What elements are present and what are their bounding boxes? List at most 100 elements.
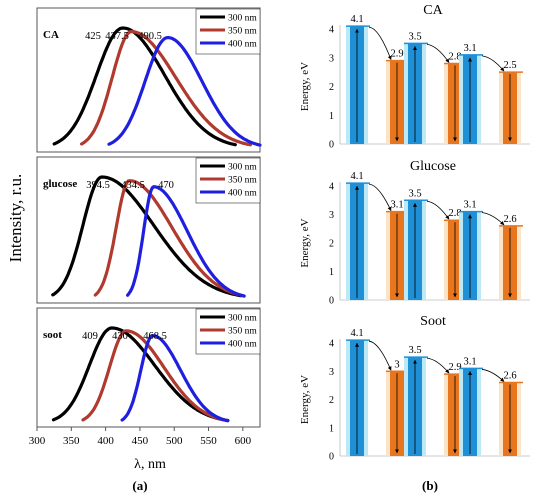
x-axis: 300 350 400 450 500 550 600 λ, nm [29,427,252,472]
relaxation-arrow [426,357,450,374]
relaxation-arrow [426,43,450,63]
series-line-300nm [52,26,237,147]
y-axis-title: Intensity, r.u. [6,174,25,263]
value-label: 2.8 [448,208,461,219]
panel-frame [36,7,261,153]
y-axis-title: Energy, eV [299,375,311,424]
y-tick-label: 2 [329,239,334,250]
series-line-400nm [120,333,230,423]
y-axis-title: Energy, eV [299,218,311,267]
y-tick-label: 4 [329,25,334,36]
legend-label: 300 nm [228,14,257,24]
value-label: 3.1 [463,200,476,211]
x-tick-label: 300 [29,435,46,447]
value-label: 2.5 [503,60,516,71]
x-tick-label: 450 [132,435,149,447]
series-line-350nm [93,179,246,298]
peak-label: 409 [82,331,98,342]
series-line-350nm [80,30,252,147]
legend-label: 350 nm [228,176,257,186]
sample-label: CA [43,29,59,41]
y-tick-label: 2 [329,82,334,93]
peak-label: 437.5 [105,31,129,42]
legend-label: 300 nm [228,314,257,324]
y-tick-label: 4 [329,339,334,350]
panel-title: Glucose [410,159,456,174]
value-label: 3.1 [463,356,476,367]
peak-label: 425 [85,31,101,42]
y-tick-label: 2 [329,395,334,406]
y-tick-label: 1 [329,111,334,122]
peak-label: 470 [158,180,174,191]
value-label: 2.6 [503,214,516,225]
y-tick-label: 3 [329,210,334,221]
y-tick-label: 0 [329,296,334,307]
value-label: 4.1 [350,171,363,182]
peak-label: 434.5 [121,180,145,191]
y-tick-label: 1 [329,423,334,434]
caption-a: (a) [132,478,147,493]
legend: 300 nm 350 nm 400 nm [195,8,261,55]
value-label: 3.1 [390,200,403,211]
y-tick-label: 3 [329,53,334,64]
relaxation-arrow [481,369,505,382]
value-label: 2.9 [390,49,403,60]
value-label: 2.9 [448,362,461,373]
peak-label: 468.5 [143,331,167,342]
series-line-400nm [107,35,262,147]
relaxation-arrow [368,26,392,60]
y-tick-label: 0 [329,452,334,463]
legend-label: 400 nm [228,189,257,199]
value-label: 4.1 [350,14,363,25]
spectrum-panel-glucose: 394.5 434.5 470 glucose 300 nm 350 nm 400 nm [36,156,261,304]
legend-label: 300 nm [228,163,257,173]
value-label: 3.1 [463,43,476,54]
series-line-350nm [81,329,229,423]
legend-label: 350 nm [228,327,257,337]
caption-b: (b) [422,478,438,493]
spectrum-panel-CA: 425 437.5 490.5 CA 300 nm 350 nm 400 nm [36,7,262,153]
value-label: 2.6 [503,371,516,382]
legend-label: 350 nm [228,27,257,37]
value-label: 3.5 [408,31,421,42]
peak-label: 430 [112,331,128,342]
value-label: 3.5 [408,345,421,356]
peak-label: 490.5 [138,31,162,42]
sample-label: glucose [43,178,77,190]
x-tick-label: 500 [166,435,183,447]
x-tick-label: 350 [63,435,80,447]
x-axis-title: λ, nm [134,457,166,472]
energy-panel-Soot: Soot 0 1 2 3 4 Energy, eV 4.1 3 3.5 2.93.1 2.6 [299,314,530,463]
panel-frame [36,307,261,428]
spectra-panel: 425 437.5 490.5 CA 300 nm 350 nm 400 nm 394.5 43… [6,7,262,472]
y-tick-label: 0 [329,140,334,151]
relaxation-arrow [481,212,505,226]
spectrum-panel-soot: 409 430 468.5 soot 300 nm 350 nm 400 nm [36,307,261,428]
peak-label: 394.5 [86,180,110,191]
legend-label: 400 nm [228,340,257,350]
panel-title: Soot [420,314,446,329]
legend: 300 nm 350 nm 400 nm [195,308,261,355]
sample-label: soot [43,329,62,341]
legend-label: 400 nm [228,40,257,50]
relaxation-arrow [368,183,392,212]
relaxation-arrow [368,340,392,371]
y-tick-label: 3 [329,367,334,378]
value-label: 3.5 [408,188,421,199]
value-label: 3 [394,359,399,370]
legend: 300 nm 350 nm 400 nm [195,157,261,204]
panel-title: CA [423,3,443,18]
y-tick-label: 1 [329,267,334,278]
value-label: 2.8 [448,52,461,63]
value-label: 4.1 [350,328,363,339]
panel-frame [36,156,261,304]
relaxation-arrow [426,200,450,220]
x-tick-label: 600 [235,435,252,447]
y-tick-label: 4 [329,182,334,193]
x-tick-label: 400 [97,435,114,447]
series-line-400nm [126,185,246,298]
series-line-300nm [51,326,230,423]
